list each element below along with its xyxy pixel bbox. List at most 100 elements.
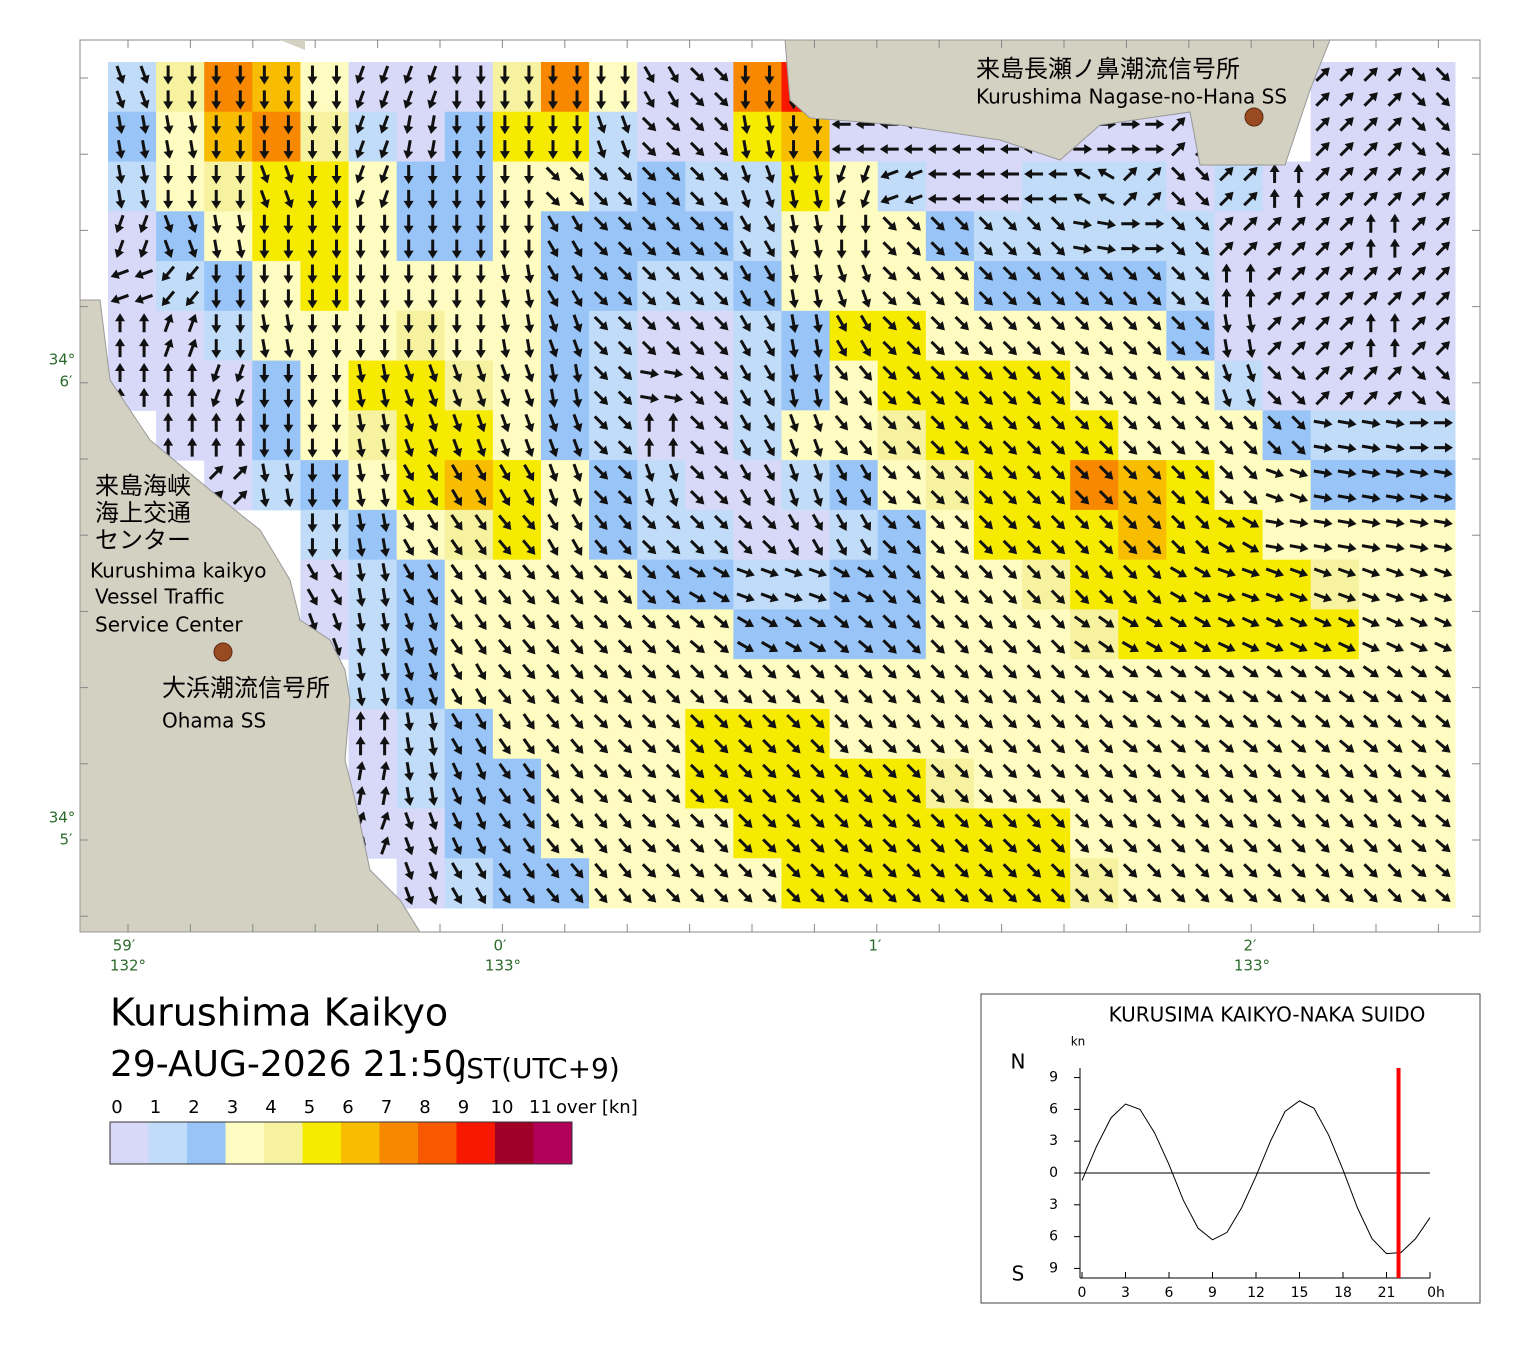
arrow [187,363,198,383]
arrow [1073,168,1091,180]
arrow [523,239,534,259]
arrow [930,813,945,828]
current-arrows [1365,313,1400,358]
arrow [763,314,775,332]
arrow [810,738,825,754]
arrow [497,638,512,655]
arrow [593,713,609,729]
arrow [1361,542,1381,553]
arrow [1246,364,1256,383]
arrow [689,365,705,381]
arrow [1002,539,1018,555]
arrow [954,888,969,903]
lon-label: 132° [110,957,146,975]
arrow [641,539,657,555]
arrow [548,463,559,482]
arrow [1002,365,1018,381]
arrow [813,314,823,334]
arrow [858,439,873,456]
arrow [1002,639,1018,654]
arrow [1314,739,1331,753]
arrow [402,464,414,482]
arrow [1290,714,1307,728]
arrow [1362,739,1379,753]
arrow [1291,788,1306,804]
arrow [235,412,246,432]
arrow [713,365,729,381]
current-arrows [689,166,729,206]
arrow [570,738,584,754]
arrow [161,290,176,307]
speed-cell [1262,509,1312,561]
arrow [1289,567,1309,578]
arrow [1170,863,1186,878]
arrow [283,413,294,433]
arrow [522,589,536,605]
arrow [234,364,245,383]
arrow [593,266,609,281]
current-arrows [739,314,775,357]
arrow [1387,714,1403,728]
speed-cell [829,161,879,212]
arrow [665,564,681,580]
current-arrows [882,365,921,405]
arrow [498,837,511,854]
arrow [1411,216,1426,232]
legend-swatch [341,1122,380,1164]
arrow [211,214,222,234]
arrow [1074,465,1090,480]
arrow [1315,291,1330,306]
arrow [1050,888,1066,903]
arrow [1074,589,1090,605]
arrow [428,637,439,657]
current-arrows [788,363,823,408]
place-name: Vessel Traffic [95,585,225,609]
arrow [523,189,534,209]
arrow [355,289,366,309]
arrow [427,164,438,184]
arrow [1098,838,1114,853]
arrow [641,191,657,206]
arrow [882,838,897,853]
current-arrows [355,165,390,209]
arrow [1170,665,1187,678]
current-arrows [1170,465,1210,505]
arrow [1195,365,1210,381]
current-arrows [1267,763,1306,804]
arrow [930,241,945,256]
arrow [499,90,510,110]
speed-cell [444,460,494,511]
arrow [1365,338,1376,358]
arrow [882,415,897,430]
arrow [810,713,825,729]
arrow [259,463,270,483]
arrow [954,390,969,405]
speed-cell [252,310,301,362]
current-arrows [499,115,534,160]
arrow [930,415,945,430]
x-tick-label: 21 [1378,1285,1396,1301]
current-arrows [740,165,775,209]
y-tick-label: 6 [1049,1101,1058,1117]
current-arrows [163,214,198,259]
arrow [211,264,222,284]
current-arrows [1074,365,1114,405]
legend-tick: 0 [111,1097,122,1118]
current-arrows [497,663,536,705]
current-arrows [498,762,535,805]
arrow [1050,738,1066,754]
arrow [497,688,512,705]
current-arrows [1217,567,1260,603]
arrow [1026,838,1042,853]
arrow [906,589,921,605]
current-arrows [1169,616,1212,653]
arrow [283,463,294,483]
speed-cell [492,161,542,212]
arrow [522,812,535,830]
arrow [235,289,246,309]
arrow [665,838,681,853]
current-arrows [403,115,438,159]
arrow [1026,614,1042,629]
arrow [1265,641,1284,653]
